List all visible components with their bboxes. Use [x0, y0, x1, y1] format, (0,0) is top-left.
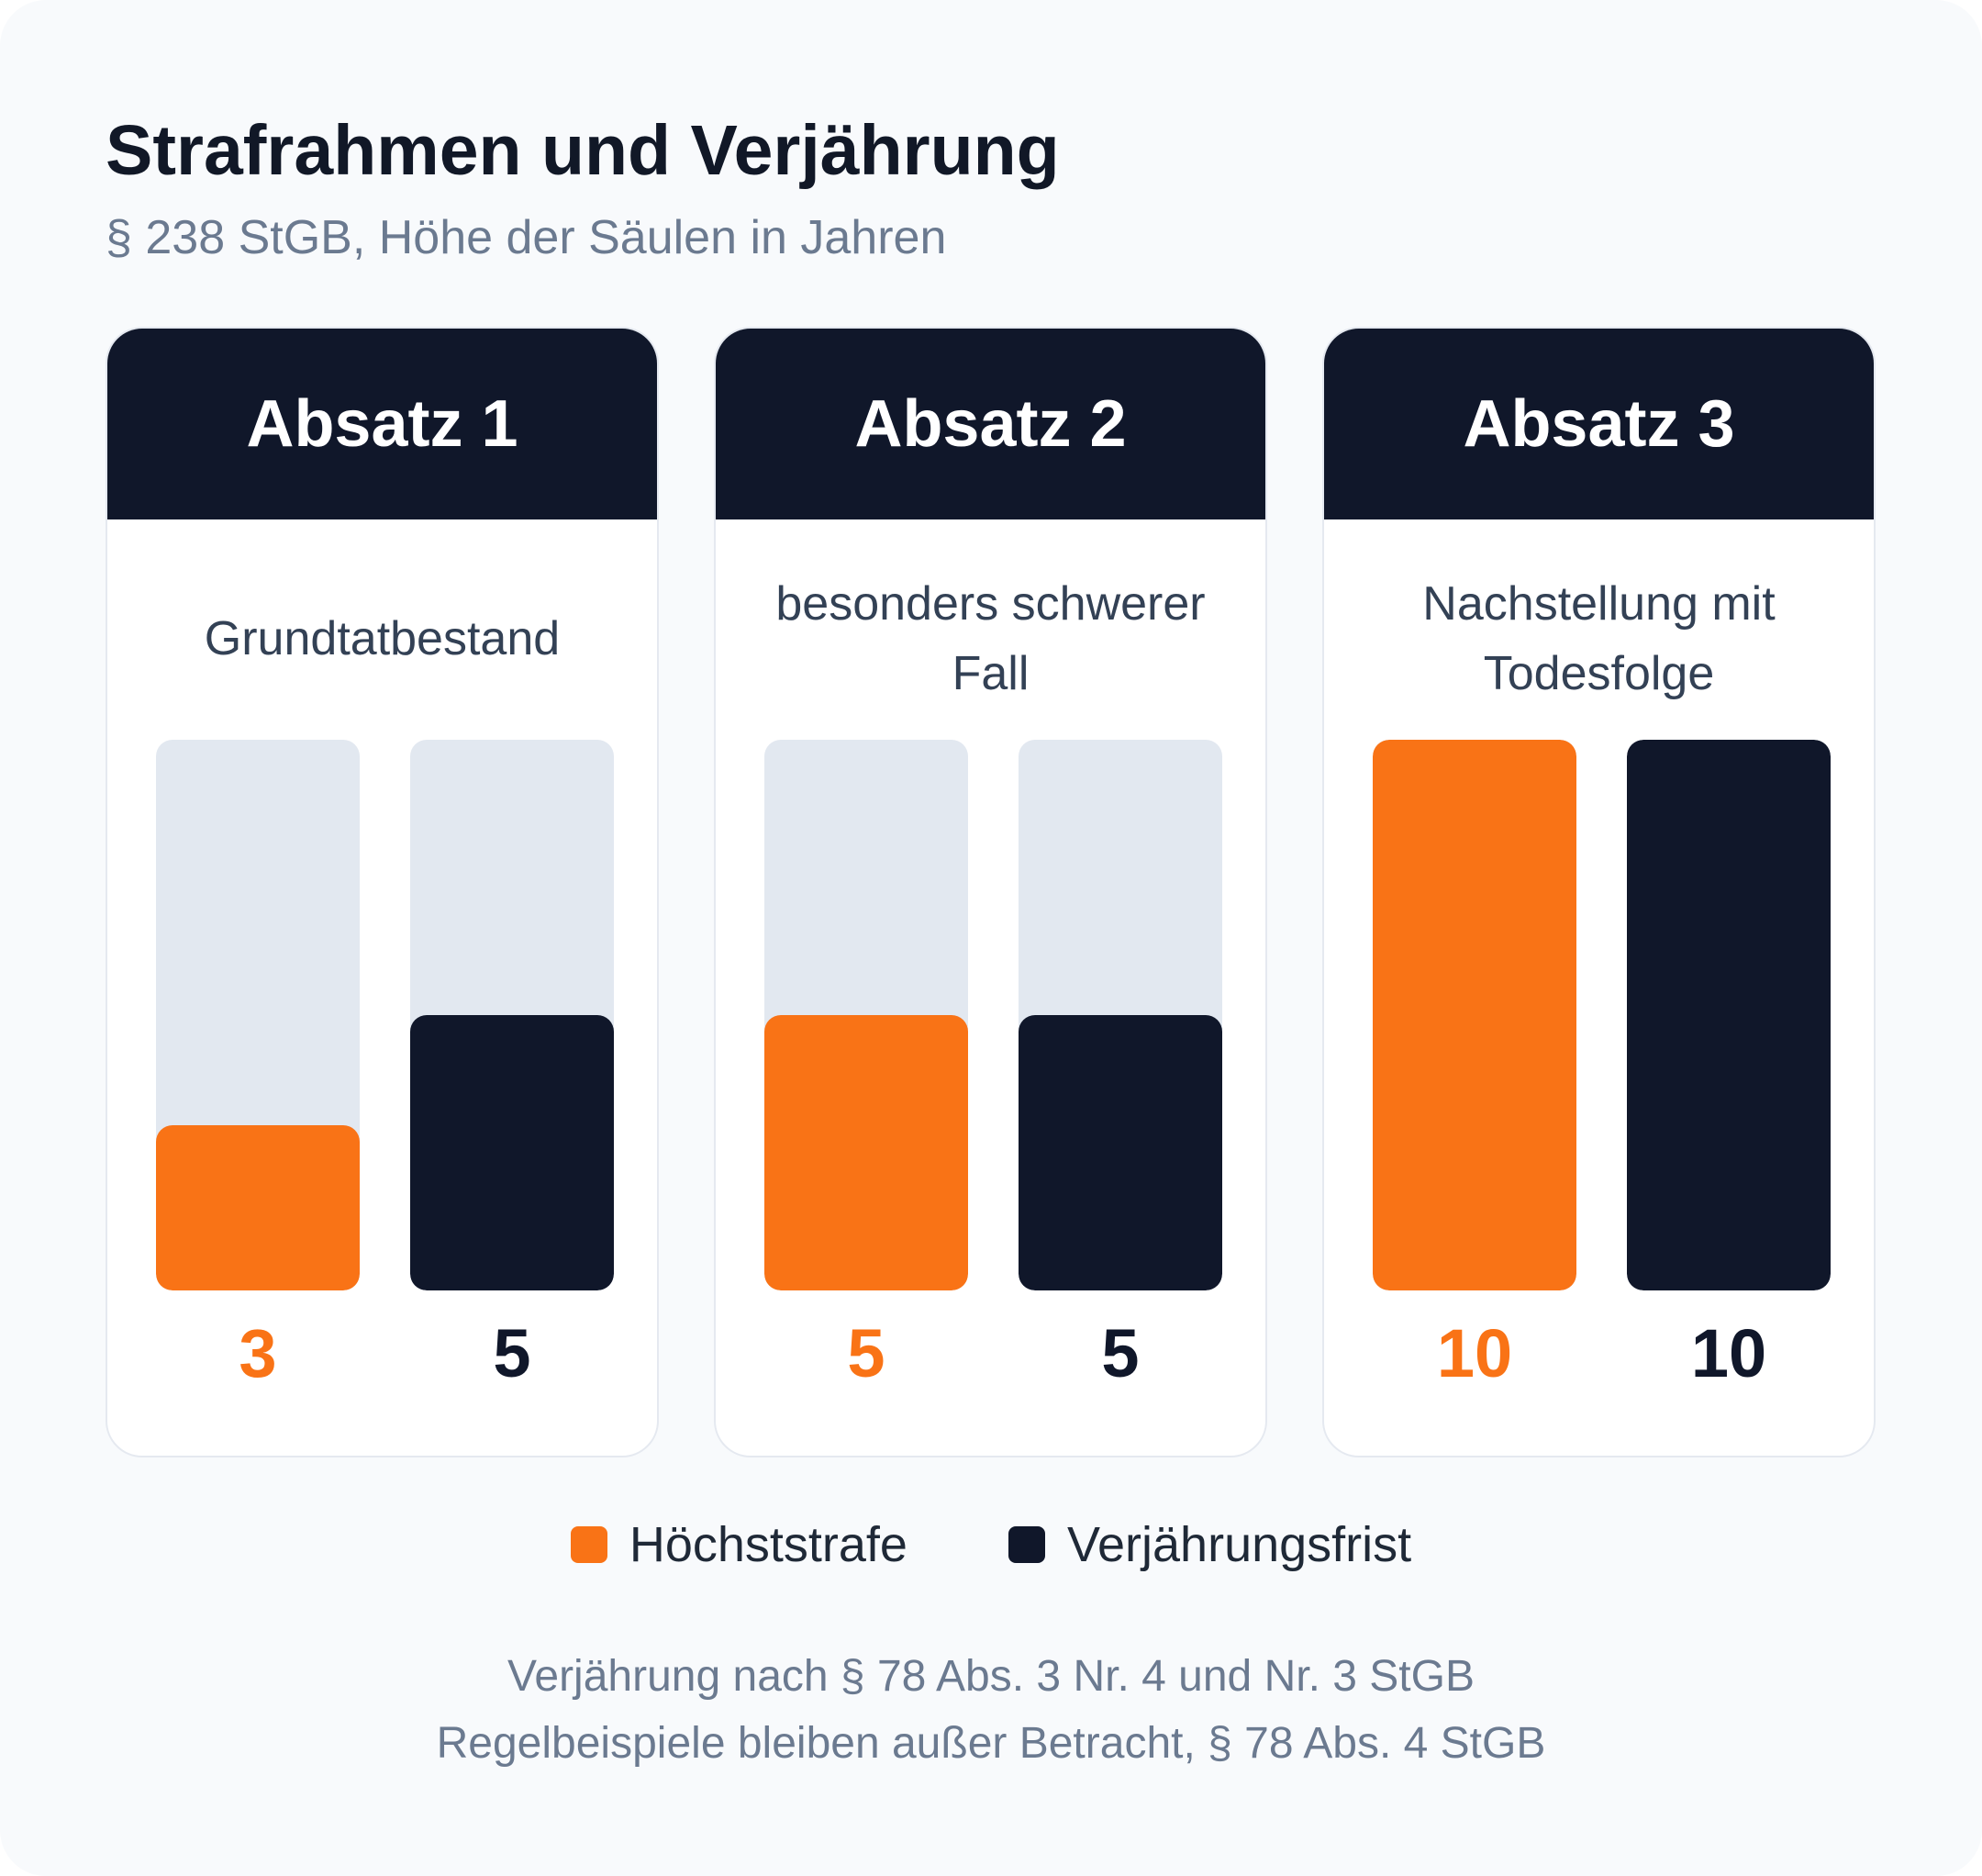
bar-value-verjaehrungsfrist: 5: [493, 1315, 531, 1391]
bar-verjaehrungsfrist: [1019, 1015, 1222, 1290]
bar-value-verjaehrungsfrist: 10: [1690, 1315, 1767, 1391]
bar-track-verjaehrungsfrist: [410, 740, 614, 1290]
panel-header: Absatz 2: [716, 329, 1265, 519]
footnotes: Verjährung nach § 78 Abs. 3 Nr. 4 und Nr…: [0, 1643, 1982, 1777]
category-description: besonders schwerer Fall: [775, 577, 1206, 700]
bar-value-verjaehrungsfrist: 5: [1101, 1315, 1140, 1391]
footnote-regelbeispiele: Regelbeispiele bleiben außer Betracht, §…: [436, 1719, 1546, 1768]
bar-track-hoechststrafe: [156, 740, 360, 1290]
bar-track-hoechststrafe: [1373, 740, 1576, 1290]
bar-track-verjaehrungsfrist: [1627, 740, 1831, 1290]
legend-swatch-verjaehrungsfrist: [1008, 1526, 1045, 1563]
panel-header: Absatz 1: [107, 329, 657, 519]
legend: Höchststrafe Verjährungsfrist: [0, 1516, 1982, 1573]
category-label: Absatz 1: [246, 387, 518, 461]
category-label: Absatz 2: [854, 387, 1127, 461]
category-description: Nachstellung mit Todesfolge: [1422, 577, 1776, 700]
panel-absatz-2: Absatz 2 besonders schwerer Fall 5 5: [714, 327, 1267, 1457]
bar-value-hoechststrafe: 10: [1436, 1315, 1513, 1391]
bar-hoechststrafe: [1373, 740, 1576, 1290]
legend-label-hoechststrafe: Höchststrafe: [629, 1517, 907, 1572]
legend-label-verjaehrungsfrist: Verjährungsfrist: [1066, 1517, 1412, 1572]
bar-hoechststrafe: [156, 1125, 360, 1290]
panel-header: Absatz 3: [1324, 329, 1874, 519]
bar-track-verjaehrungsfrist: [1019, 740, 1222, 1290]
legend-item-verjaehrungsfrist: Verjährungsfrist: [1008, 1516, 1411, 1573]
category-description: Grundtatbestand: [204, 612, 561, 665]
legend-swatch-hoechststrafe: [570, 1526, 607, 1563]
chart-title: Strafrahmen und Verjährung: [106, 111, 1060, 190]
bar-verjaehrungsfrist: [410, 1015, 614, 1290]
bar-value-hoechststrafe: 5: [847, 1315, 885, 1391]
footnote-verjaehrung: Verjährung nach § 78 Abs. 3 Nr. 4 und Nr…: [507, 1652, 1475, 1701]
bar-value-hoechststrafe: 3: [239, 1315, 277, 1391]
panel-absatz-1: Absatz 1 Grundtatbestand 3 5: [106, 327, 659, 1457]
panel-absatz-3: Absatz 3 Nachstellung mit Todesfolge 10 10: [1322, 327, 1876, 1457]
bar-track-hoechststrafe: [764, 740, 968, 1290]
chart-subtitle: § 238 StGB, Höhe der Säulen in Jahren: [106, 211, 947, 264]
legend-item-hoechststrafe: Höchststrafe: [570, 1516, 907, 1573]
bar-hoechststrafe: [764, 1015, 968, 1290]
category-label: Absatz 3: [1463, 387, 1735, 461]
bar-verjaehrungsfrist: [1627, 740, 1831, 1290]
